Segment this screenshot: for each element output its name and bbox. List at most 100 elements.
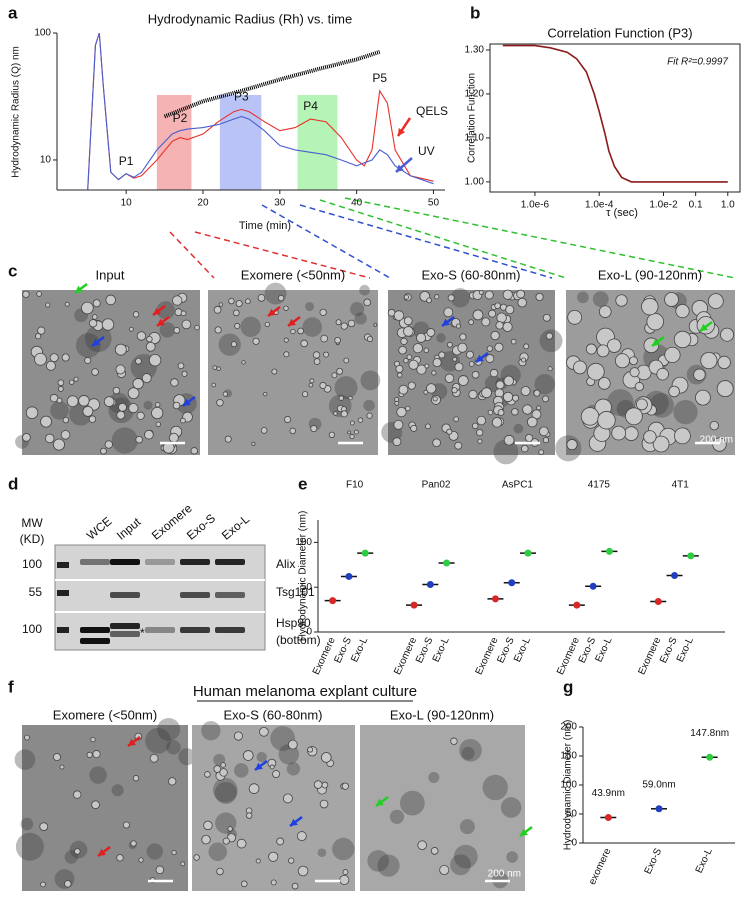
vesicle xyxy=(151,406,164,420)
vesicle xyxy=(522,404,533,415)
vesicle xyxy=(35,333,42,340)
protein-band xyxy=(110,623,140,629)
protein-band xyxy=(80,559,110,565)
vesicle xyxy=(502,321,513,332)
x-tick-label: exomere xyxy=(587,846,614,886)
vesicle xyxy=(443,307,454,318)
vesicle xyxy=(59,764,65,770)
lane-label: Exo-L xyxy=(219,512,252,543)
vesicle xyxy=(300,339,308,348)
vesicle xyxy=(503,375,514,387)
series-line xyxy=(502,44,728,183)
stain-blob xyxy=(201,721,221,741)
vesicle xyxy=(403,294,410,300)
vesicle xyxy=(623,426,639,441)
vesicle xyxy=(423,389,429,395)
vesicle xyxy=(472,309,484,321)
vesicle xyxy=(245,298,251,305)
vesicle xyxy=(268,851,279,862)
arrow-head xyxy=(700,323,708,331)
vesicle xyxy=(112,386,121,395)
vesicle xyxy=(434,294,440,300)
stain-blob xyxy=(218,333,241,356)
vesicle xyxy=(130,840,137,847)
vesicle xyxy=(511,408,519,416)
vesicle xyxy=(485,354,495,363)
image-title: Exo-L (90-120nm) xyxy=(598,267,702,282)
mean-dot xyxy=(671,572,679,580)
vesicle xyxy=(517,297,527,308)
vesicle xyxy=(228,297,235,305)
vesicle xyxy=(100,447,107,455)
vesicle xyxy=(459,333,467,341)
vesicle xyxy=(412,343,423,354)
y-tick-label: 50 xyxy=(301,582,313,593)
vesicle xyxy=(343,357,350,364)
micrograph xyxy=(208,282,381,455)
vesicle xyxy=(118,402,127,412)
mean-dot xyxy=(573,601,581,609)
mean-dot xyxy=(345,572,353,580)
arrow-head xyxy=(290,818,298,826)
micrograph xyxy=(15,290,200,455)
vesicle xyxy=(523,343,530,350)
y-tick-label: 100 xyxy=(295,537,312,548)
x-tick-label: 1.0 xyxy=(721,200,735,211)
vesicle xyxy=(598,377,611,390)
y-axis-label: Hydrodynamic Radius (Q) nm xyxy=(11,46,22,178)
peak-label: P3 xyxy=(234,90,249,104)
vesicle xyxy=(180,861,186,867)
vesicle xyxy=(323,351,329,358)
vesicle xyxy=(535,292,544,302)
vesicle xyxy=(252,337,260,345)
vesicle xyxy=(520,386,531,397)
vesicle xyxy=(218,302,223,307)
vesicle xyxy=(502,289,513,300)
stain-blob xyxy=(367,850,389,872)
vesicle xyxy=(255,858,261,864)
x-tick-label: Exo-L xyxy=(349,635,370,664)
vesicle xyxy=(339,874,350,886)
vesicle xyxy=(505,305,515,315)
vesicle xyxy=(478,289,484,295)
stain-blob xyxy=(363,399,375,412)
vesicle xyxy=(269,764,275,770)
vesicle xyxy=(312,351,321,359)
vesicle xyxy=(297,327,305,335)
vesicle xyxy=(122,821,130,829)
vesicle xyxy=(211,382,217,388)
vesicle xyxy=(567,309,583,325)
vesicle xyxy=(340,322,348,330)
x-tick-label: 1.0e-4 xyxy=(585,200,614,211)
vesicle xyxy=(606,338,622,353)
vesicle xyxy=(520,444,529,453)
vesicle xyxy=(62,416,70,424)
vesicle xyxy=(363,298,372,307)
y-tick-label: 50 xyxy=(566,809,578,820)
vesicle xyxy=(466,350,474,359)
vesicle xyxy=(91,368,99,376)
y-tick-label: 0 xyxy=(306,627,312,638)
vesicle xyxy=(716,380,734,398)
vesicle xyxy=(92,314,98,320)
y-tick-label: 10 xyxy=(40,155,52,166)
micrograph xyxy=(14,717,196,891)
vesicle xyxy=(646,312,664,331)
vesicle xyxy=(34,352,47,366)
stain-blob xyxy=(513,423,524,434)
y-tick-label: 100 xyxy=(34,28,51,39)
vesicle xyxy=(92,750,101,759)
vesicle xyxy=(69,379,75,385)
stain-blob xyxy=(500,797,522,818)
vesicle xyxy=(222,837,230,845)
vesicle xyxy=(596,344,610,358)
y-axis-label: Hydrodynamic Diameter (nm) xyxy=(298,511,309,642)
scale-bar-label: 200 nm xyxy=(488,869,521,880)
asterisk: * xyxy=(140,626,145,640)
stain-blob xyxy=(15,832,44,861)
vesicle xyxy=(477,438,483,444)
vesicle xyxy=(512,394,520,402)
y-tick-label: 0 xyxy=(571,838,577,849)
y-tick-label: 100 xyxy=(560,780,577,791)
vesicle xyxy=(494,342,504,352)
